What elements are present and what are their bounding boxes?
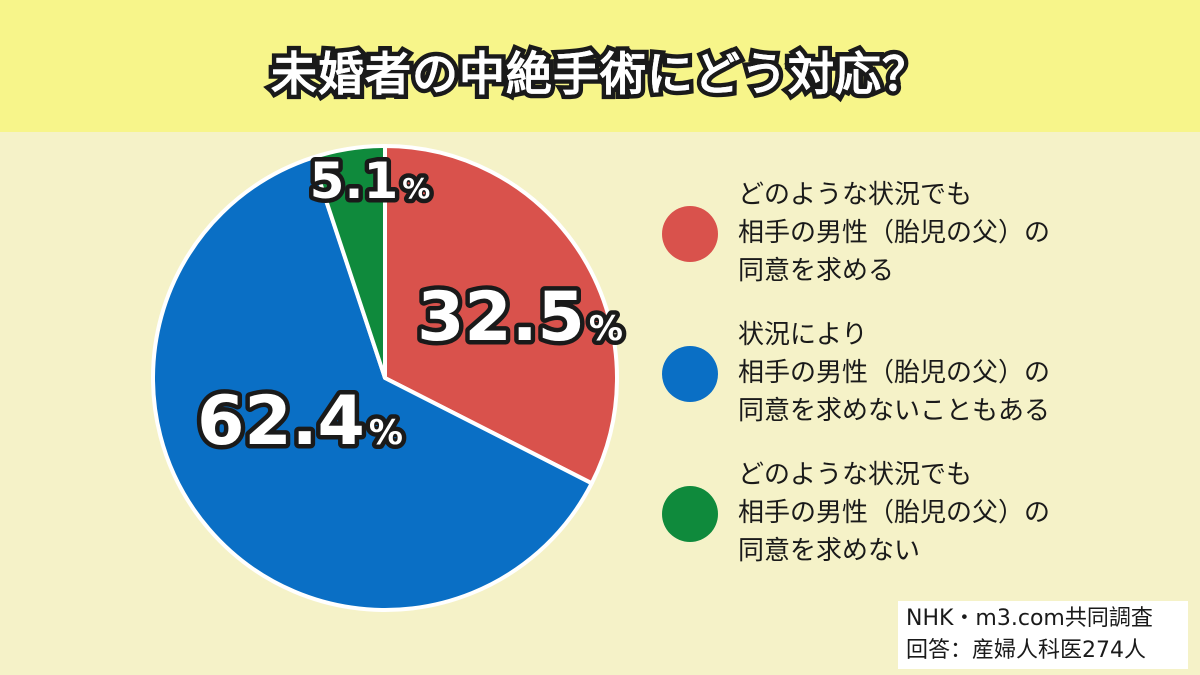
slice-value-label: 62.4%	[197, 382, 403, 461]
legend-item: 状況により 相手の男性（胎児の父）の 同意を求めないこともある	[662, 316, 1182, 456]
source-line: 回答：産婦人科医274人	[906, 638, 1146, 663]
chart-title: 未婚者の中絶手術にどう対応？	[271, 47, 929, 101]
legend-label: どのような状況でも 相手の男性（胎児の父）の 同意を求める	[738, 176, 1050, 290]
legend-label-line: 同意を求めないこともある	[738, 396, 1051, 426]
source-line: NHK・m3.com共同調査	[906, 606, 1153, 631]
legend-swatch	[662, 486, 718, 542]
legend-label-line: 相手の男性（胎児の父）の	[738, 358, 1051, 388]
legend-label: どのような状況でも 相手の男性（胎児の父）の 同意を求めない	[738, 456, 1050, 570]
legend-label-line: 相手の男性（胎児の父）の	[738, 218, 1051, 248]
pie-slice	[151, 155, 594, 612]
slice-value-label: 32.5%	[417, 278, 623, 357]
legend-label-line: 同意を求めない	[738, 536, 921, 566]
legend-label: 状況により 相手の男性（胎児の父）の 同意を求めないこともある	[738, 316, 1050, 430]
pie-slice	[383, 144, 619, 486]
pie-slice	[309, 144, 387, 380]
legend-label-line: 相手の男性（胎児の父）の	[738, 498, 1051, 528]
legend-item: どのような状況でも 相手の男性（胎児の父）の 同意を求めない	[662, 456, 1182, 596]
source-note: NHK・m3.com共同調査 回答：産婦人科医274人	[898, 601, 1188, 669]
legend-swatch	[662, 206, 718, 262]
legend: どのような状況でも 相手の男性（胎児の父）の 同意を求める 状況により 相手の男…	[662, 176, 1182, 596]
legend-label-line: 状況により	[738, 320, 868, 350]
legend-label-line: どのような状況でも	[738, 180, 973, 210]
legend-label-line: 同意を求める	[738, 256, 895, 286]
slice-value-label: 5.1%	[310, 152, 431, 210]
legend-item: どのような状況でも 相手の男性（胎児の父）の 同意を求める	[662, 176, 1182, 316]
header-band	[0, 0, 1200, 132]
legend-label-line: どのような状況でも	[738, 460, 973, 490]
chart-title-outline: 未婚者の中絶手術にどう対応？	[267, 43, 933, 106]
legend-swatch	[662, 346, 718, 402]
